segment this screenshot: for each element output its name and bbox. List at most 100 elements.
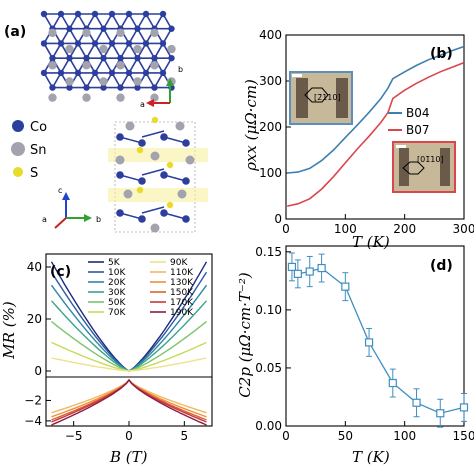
series-190k (51, 378, 207, 426)
axis-b2-label: b (96, 215, 101, 224)
tick-label: −5 (65, 429, 83, 443)
legend-label-90k: 90K (170, 258, 188, 268)
legend-label-50k: 50K (108, 298, 126, 308)
co-atom (116, 209, 124, 217)
co-atom (138, 177, 146, 185)
tick-label: 100 (259, 166, 282, 180)
legend-label-70k: 70K (108, 308, 126, 318)
co-atom (125, 40, 133, 47)
legend-label-110k: 110K (170, 268, 194, 278)
co-atom (91, 69, 99, 77)
co-atom (138, 139, 146, 147)
co-atom (168, 25, 175, 32)
tick-label: 0 (274, 212, 282, 226)
series-170k (51, 378, 207, 423)
panel-d-frame (285, 245, 465, 427)
co-bond (119, 136, 143, 144)
sn-atom (48, 61, 57, 70)
sn-atom (48, 93, 57, 102)
co-atom (125, 10, 133, 18)
layer-band (108, 188, 208, 202)
tick-label: −2 (24, 393, 42, 407)
tick-label: 0.10 (255, 303, 282, 317)
axis-a-label: a (140, 100, 145, 109)
data-point (287, 262, 297, 272)
co-atom (66, 25, 73, 32)
co-atom (66, 84, 73, 91)
panel-d-label: (d) (430, 258, 453, 274)
panel-b-series (287, 45, 465, 207)
legend-co-label: Co (30, 120, 47, 135)
sn-atom (82, 61, 91, 70)
co-atom (83, 54, 90, 62)
co-atom (40, 10, 48, 18)
co-bond (163, 212, 187, 220)
tick-label: 100 (334, 222, 357, 236)
top-axes-indicator: b a (140, 65, 183, 109)
co-atom (57, 69, 65, 77)
tick-label: 100 (393, 429, 416, 443)
co-bond (141, 168, 165, 176)
co-atom (182, 177, 190, 185)
panel-c-series (50, 261, 208, 426)
panel-c-xlabel: B (T) (109, 448, 148, 466)
co-atom (142, 69, 150, 77)
s-atom (136, 186, 144, 194)
sn-atom (150, 151, 160, 161)
co-atom (57, 40, 65, 47)
tick-label: 300 (259, 74, 282, 88)
kagome-lattice (40, 10, 176, 102)
co-atom (160, 209, 168, 217)
tick-label: 40 (27, 260, 42, 274)
sn-atom (177, 189, 187, 199)
axis-b-label: b (178, 65, 183, 74)
co-bond (141, 130, 165, 138)
co-atom (142, 40, 150, 47)
co-atom (116, 133, 124, 141)
series-90k (51, 357, 207, 372)
co-atom (100, 84, 107, 91)
co-atom (57, 10, 65, 18)
co-atom (117, 54, 124, 62)
panel-a: (a) b a Co Sn S (4, 10, 208, 233)
co-atom (100, 54, 107, 62)
series-line (291, 266, 465, 414)
data-point (305, 267, 314, 276)
tick-label: −4 (24, 414, 42, 428)
co-atom (91, 10, 99, 18)
s-atom (136, 146, 144, 154)
tick-label: 0.05 (255, 361, 282, 375)
sn-atom (150, 93, 159, 102)
sn-atom (115, 155, 125, 165)
co-atom (134, 54, 141, 62)
tick-label: 150 (453, 429, 474, 443)
inset-top: [2̄110] (289, 71, 353, 125)
unit-cell-structure (108, 116, 208, 233)
co-atom (151, 84, 158, 91)
co-bond (119, 212, 143, 220)
co-atom (159, 40, 167, 47)
tick-label: 5 (181, 429, 189, 443)
tick-label: 200 (259, 120, 282, 134)
axis-a2-label: a (42, 215, 47, 224)
panel-d-xlabel: T (K) (352, 448, 390, 466)
sn-atom (185, 155, 195, 165)
panel-a-label: (a) (4, 24, 26, 40)
sn-atom (48, 28, 57, 38)
sn-atom (150, 223, 160, 233)
s-atom (166, 201, 174, 209)
tick-label: 0.15 (255, 245, 282, 259)
sn-atom (150, 61, 159, 70)
legend-label-30k: 30K (108, 288, 126, 298)
axis-c-label: c (58, 186, 62, 195)
co-atom (134, 84, 141, 91)
panel-b-ylabel: ρxx (μΩ·cm) (242, 79, 260, 172)
co-atom (108, 40, 116, 47)
tick-label: 0 (34, 364, 42, 378)
panel-d-series (287, 252, 469, 428)
tick-label: 0 (282, 429, 290, 443)
sn-atom (99, 77, 108, 86)
co-atom (134, 25, 141, 32)
legend-label-190k: 190K (170, 308, 194, 318)
